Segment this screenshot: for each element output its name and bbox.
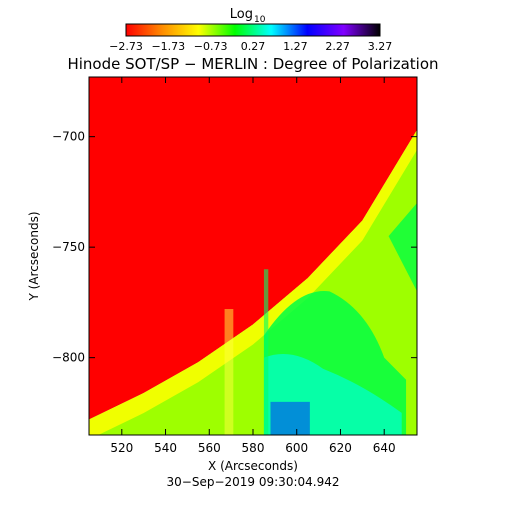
colorbar-tick-label: 2.27	[325, 40, 350, 53]
x-axis-ticks: 520 540 560 580 600 620 640	[110, 77, 396, 455]
colorbar-label-subscript: 10	[254, 15, 266, 25]
colorbar-label: Log	[230, 7, 253, 22]
colorbar-bar	[125, 23, 381, 37]
colorbar-tick-label: −1.73	[151, 40, 185, 53]
x-tick-label: 520	[110, 441, 133, 455]
chart-title: Hinode SOT/SP − MERLIN : Degree of Polar…	[67, 55, 438, 73]
x-axis-label: X (Arcseconds)	[208, 459, 298, 473]
x-tick-label: 600	[285, 441, 308, 455]
colorbar-tick-label: 0.27	[241, 40, 266, 53]
heatmap-scan-stripe	[224, 309, 234, 435]
colorbar: Log 10 −2.73 −1.73 −0.73 0.27 1.27 2.27 3.27	[109, 7, 392, 53]
heatmap-region-dark-core	[270, 401, 310, 435]
colorbar-tick-label: 3.27	[368, 40, 393, 53]
x-tick-label: 620	[329, 441, 352, 455]
y-tick-label: −750	[52, 240, 85, 254]
x-tick-label: 580	[242, 441, 265, 455]
colorbar-ticks: −2.73 −1.73 −0.73 0.27 1.27 2.27 3.27	[109, 40, 392, 53]
colorbar-tick-label: −0.73	[194, 40, 228, 53]
x-tick-label: 640	[373, 441, 396, 455]
heatmap-region-above-limb	[89, 77, 417, 420]
timestamp-label: 30−Sep−2019 09:30:04.942	[167, 475, 340, 489]
heatmap-region-limb-band	[89, 130, 417, 435]
colorbar-tick-label: −2.73	[109, 40, 143, 53]
y-axis-label: Y (Arcseconds)	[27, 211, 41, 301]
x-tick-label: 560	[198, 441, 221, 455]
x-tick-label: 540	[154, 441, 177, 455]
colorbar-tick-label: 1.27	[283, 40, 308, 53]
y-axis-ticks: −700 −750 −800	[52, 130, 417, 365]
heatmap-scan-stripe	[263, 269, 269, 435]
heatmap-image	[89, 77, 417, 435]
heatmap-region-plage-edge	[388, 202, 417, 292]
y-tick-label: −800	[52, 351, 85, 365]
y-tick-label: −700	[52, 130, 85, 144]
